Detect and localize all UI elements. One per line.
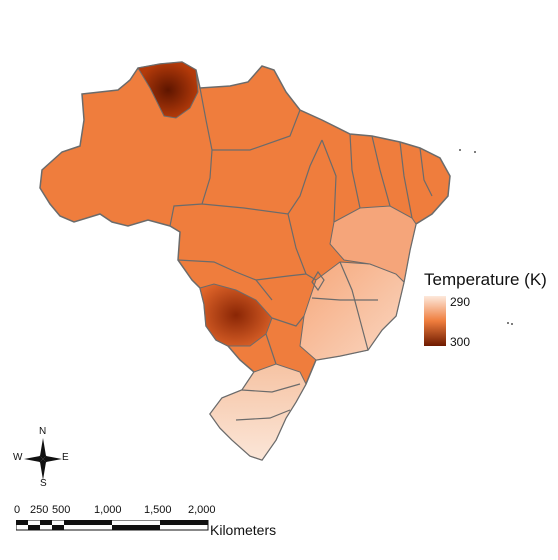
state-borders [169, 87, 433, 421]
scale-tick-250: 250 [30, 504, 49, 516]
legend-min-label: 290 [450, 295, 471, 309]
compass-s: S [40, 478, 47, 489]
compass-rose-icon [24, 438, 62, 480]
temperature-legend: Temperature (K) 290 300 [424, 270, 547, 349]
compass-w: W [13, 452, 23, 463]
region-mato-grosso-do-sul [199, 283, 273, 347]
scale-tick-500: 500 [52, 504, 71, 516]
compass-e: E [62, 452, 69, 463]
scale-tick-0: 0 [14, 504, 21, 516]
region-roraima [137, 61, 199, 119]
legend-title: Temperature (K) [424, 270, 547, 289]
legend-color-ramp [424, 296, 446, 346]
region-south [209, 363, 307, 461]
scale-bar: 0 250 500 1,000 1,500 2,000 Kilometers [14, 504, 284, 544]
region-bahia [329, 205, 417, 284]
scale-tick-1000: 1,000 [94, 504, 122, 516]
scale-unit: Kilometers [210, 522, 277, 538]
compass-n: N [39, 426, 47, 437]
scale-tick-1500: 1,500 [144, 504, 172, 516]
legend-max-label: 300 [450, 335, 471, 349]
islands [459, 149, 513, 325]
scale-bar-graphic [16, 520, 209, 531]
scale-tick-2000: 2,000 [188, 504, 216, 516]
north-arrow: N S E W [12, 426, 74, 490]
